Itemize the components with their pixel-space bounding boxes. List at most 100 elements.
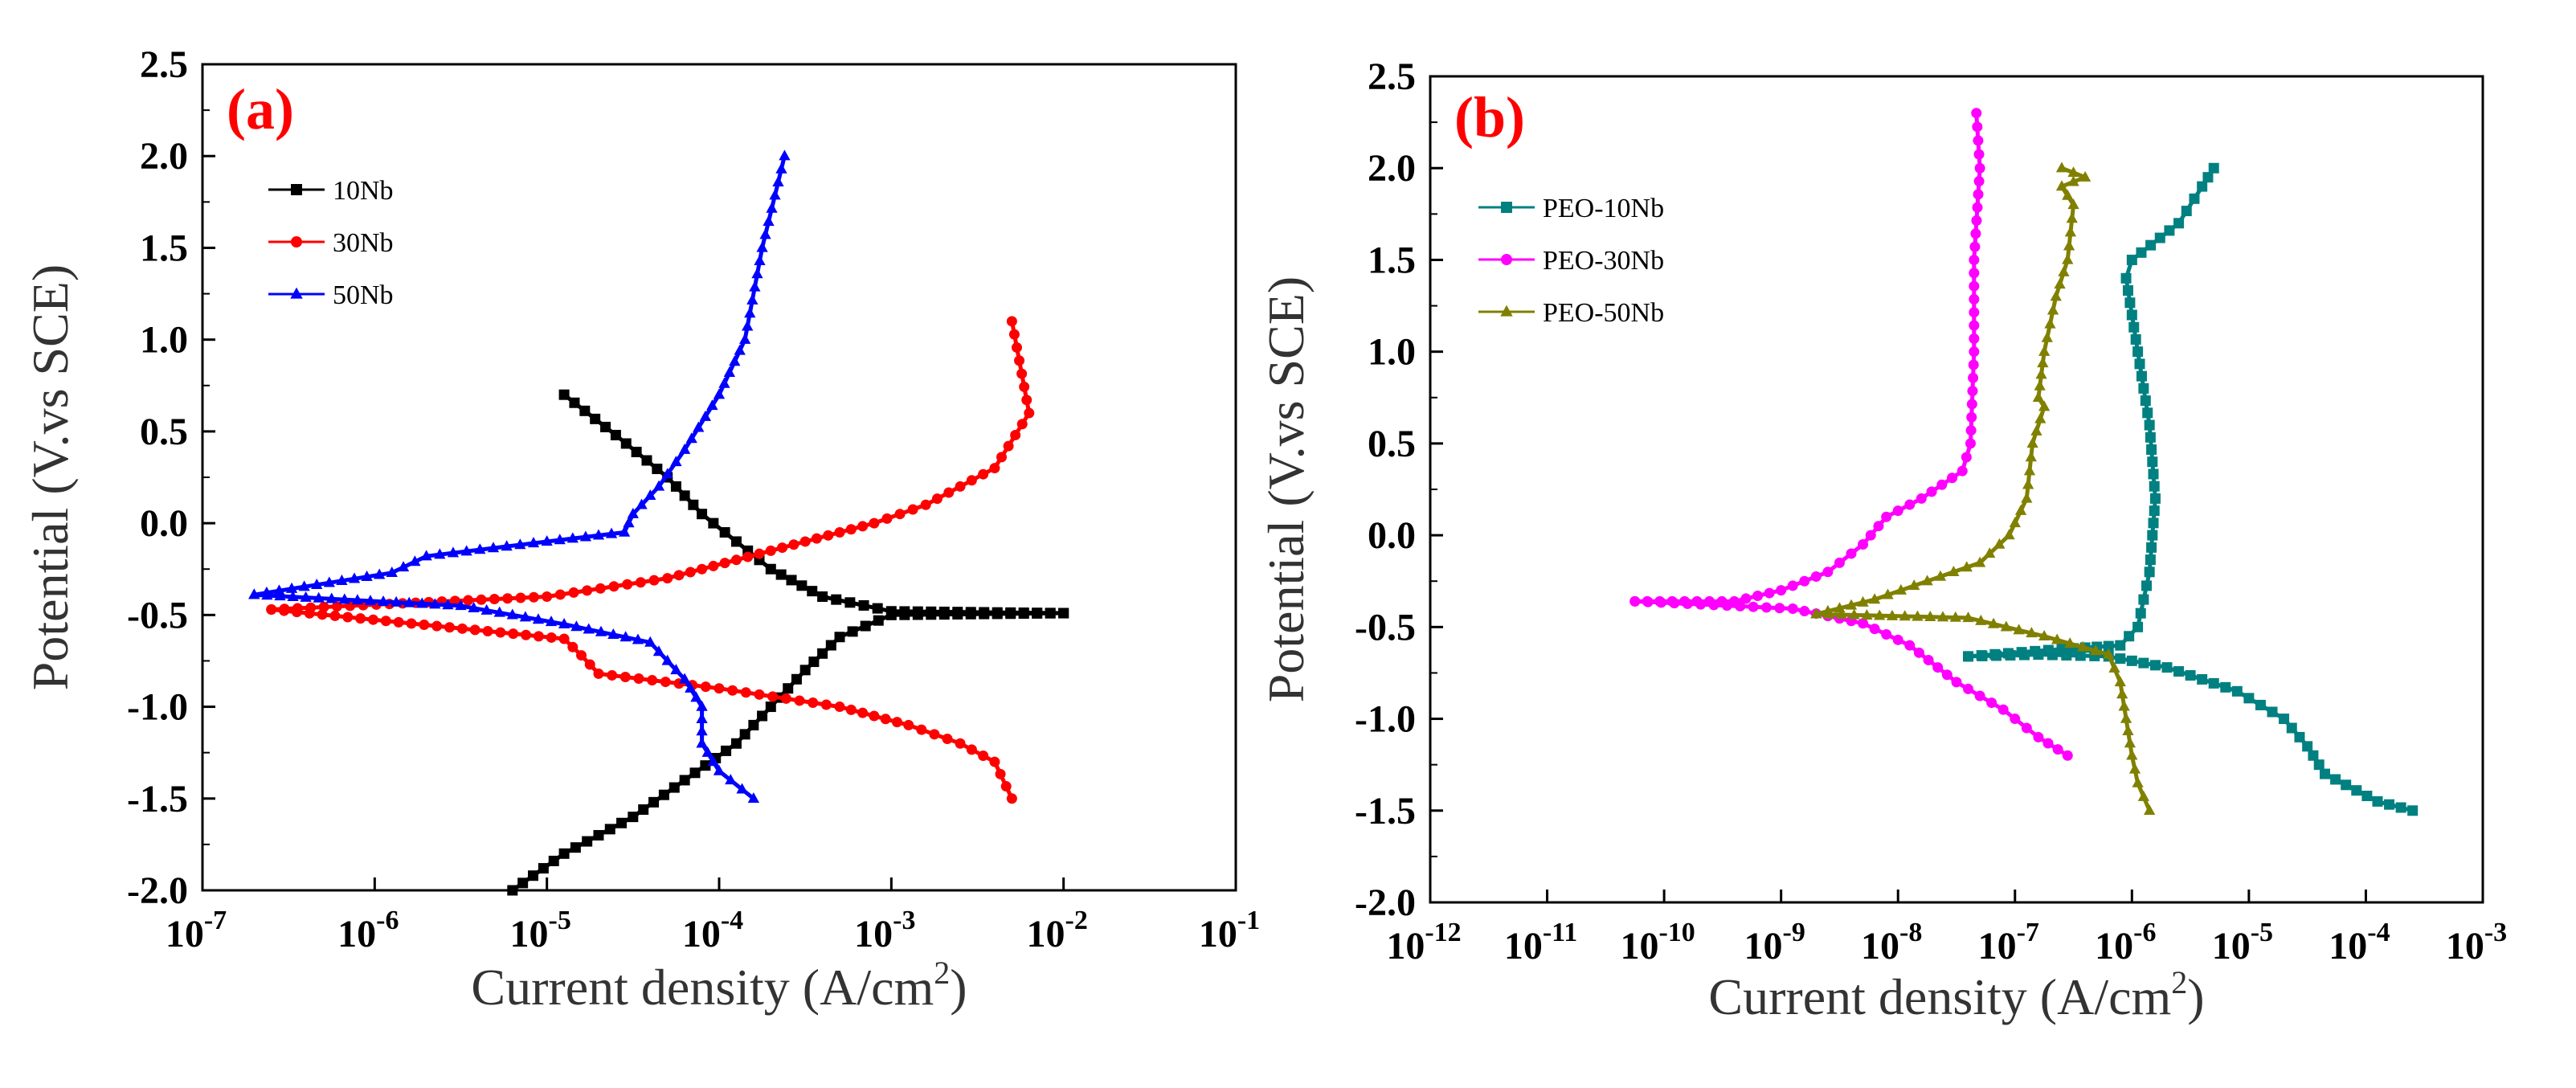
data-point [386,566,398,577]
data-point [409,555,421,566]
data-point [1666,595,1678,607]
data-point [1912,610,1924,621]
data-point [751,268,763,279]
data-point [468,601,480,612]
data-point [1858,618,1869,629]
data-point [1892,505,1903,517]
data-point [2148,468,2159,480]
data-point [2208,677,2219,689]
data-point [2067,198,2079,210]
data-point [2135,607,2146,619]
legend-marker [291,184,302,195]
data-point [2144,804,2156,815]
data-point [723,366,736,377]
data-point [834,527,845,538]
data-point [2161,662,2173,673]
data-point [1021,395,1032,406]
series-peo-10nb [1963,162,2419,816]
data-point [2034,379,2046,391]
data-point [482,625,493,636]
data-point [1018,607,1029,619]
data-point [336,574,348,585]
x-tick-exponent: -11 [1543,918,1577,947]
legend-entry-peo-10nb: PEO-10Nb [1478,194,1664,223]
data-point [706,399,718,411]
data-point [1951,677,1962,688]
data-point [1936,479,1948,490]
legend-marker [290,287,303,299]
data-point [996,452,1008,463]
data-point [348,572,361,583]
data-point [1895,583,1907,595]
data-point [1776,585,1787,596]
data-point [2032,391,2045,402]
legend-marker [1500,305,1513,317]
x-tick-exponent: -9 [1783,918,1805,947]
x-tick-label: 10-2 [1027,906,1088,955]
y-tick-label: 0.5 [140,411,188,453]
data-point [2066,212,2078,223]
data-point [943,487,955,498]
data-point [938,606,950,617]
data-point [1691,595,1703,607]
data-point [569,397,580,408]
data-point [579,405,591,416]
data-point [995,768,1006,779]
data-point [1858,539,1869,550]
data-point [708,560,719,571]
data-point [2067,175,2079,186]
data-point [1973,189,1984,200]
data-point [1728,595,1740,607]
data-point [1984,547,1996,558]
y-tick-label: -2.0 [127,869,188,912]
x-tick-base: 10 [1620,925,1658,967]
data-point [952,607,963,618]
y-tick-label: 1.5 [1368,239,1416,281]
data-point [823,530,834,541]
legend-marker [1501,202,1512,213]
y-tick-label: 1.0 [1368,331,1416,374]
data-point [942,734,953,745]
data-point [2361,791,2373,802]
x-tick-exponent: -8 [1899,918,1922,947]
data-point [1969,241,1981,252]
data-point [329,610,341,621]
data-point [2142,407,2153,419]
data-point [2181,206,2192,217]
data-point [442,599,454,610]
y-tick-label: 2.5 [140,43,188,86]
data-point [1834,602,1846,613]
x-axis-title-end: ) [2187,968,2204,1025]
x-tick-base: 10 [1199,913,1237,955]
data-point [2021,492,2033,503]
data-point [869,517,880,529]
data-point [474,543,486,554]
data-point [627,507,639,518]
data-point [742,551,754,562]
data-point [2164,225,2175,236]
data-point [978,750,989,761]
data-point [1949,611,1961,622]
data-point [1019,381,1030,392]
data-point [2144,419,2155,431]
legend-entry-50nb: 50Nb [268,280,394,310]
data-point [545,616,558,627]
y-tick-label: -0.5 [127,594,188,636]
data-point [678,443,691,454]
data-point [1799,575,1810,587]
data-point [632,633,644,644]
data-point [292,603,303,614]
data-point [1969,307,1980,318]
data-point [579,530,592,542]
data-point [718,377,730,388]
data-point [2003,529,2015,540]
data-point [740,687,751,698]
data-point [2038,345,2051,356]
x-tick-base: 10 [2446,925,2484,967]
legend-entry-peo-30nb: PEO-30Nb [1478,246,1664,276]
data-point [2128,321,2140,333]
data-point [274,590,286,601]
data-point [616,817,628,828]
data-point [744,307,756,318]
data-point [689,767,701,779]
